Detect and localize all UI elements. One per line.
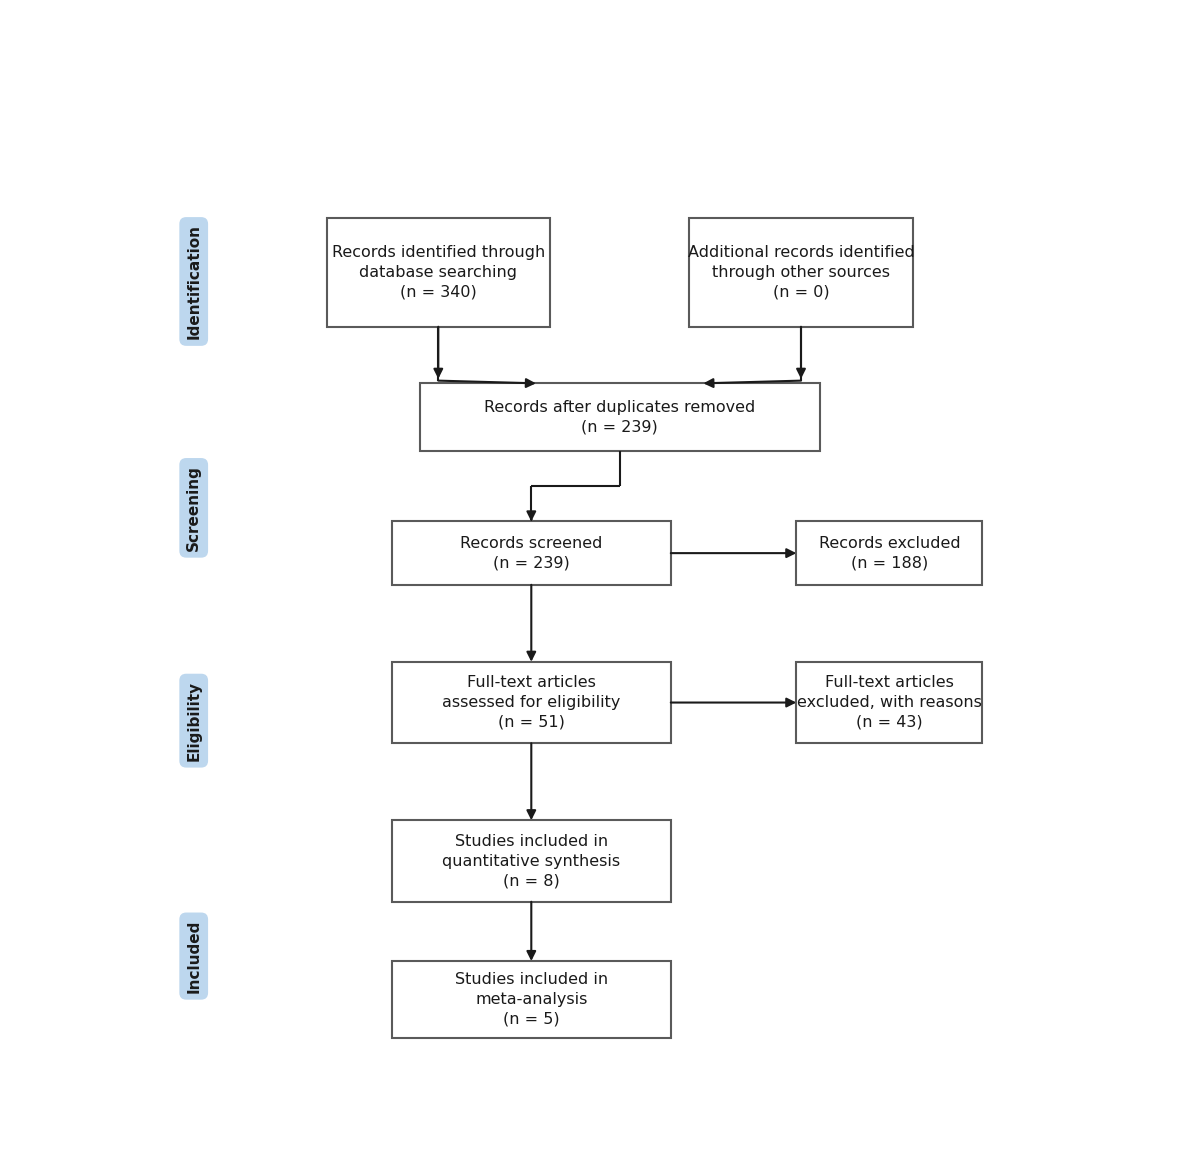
Text: Studies included in
quantitative synthesis
(n = 8): Studies included in quantitative synthes… [443,834,620,888]
Text: Records screened
(n = 239): Records screened (n = 239) [460,536,602,570]
FancyBboxPatch shape [391,662,671,743]
FancyBboxPatch shape [391,961,671,1038]
Text: Records identified through
database searching
(n = 340): Records identified through database sear… [331,245,545,300]
FancyBboxPatch shape [391,821,671,902]
Text: Eligibility: Eligibility [186,681,202,761]
Text: Records after duplicates removed
(n = 239): Records after duplicates removed (n = 23… [484,400,755,435]
Text: Full-text articles
assessed for eligibility
(n = 51): Full-text articles assessed for eligibil… [442,675,620,730]
FancyBboxPatch shape [689,218,912,327]
Text: Records excluded
(n = 188): Records excluded (n = 188) [818,536,960,570]
FancyBboxPatch shape [391,521,671,584]
FancyBboxPatch shape [420,383,820,452]
Text: Studies included in
meta-analysis
(n = 5): Studies included in meta-analysis (n = 5… [455,973,608,1027]
FancyBboxPatch shape [797,521,983,584]
Text: Identification: Identification [186,223,202,339]
FancyBboxPatch shape [797,662,983,743]
Text: Included: Included [186,920,202,993]
Text: Full-text articles
excluded, with reasons
(n = 43): Full-text articles excluded, with reason… [797,675,982,730]
Text: Screening: Screening [186,465,202,550]
Text: Additional records identified
through other sources
(n = 0): Additional records identified through ot… [688,245,914,300]
FancyBboxPatch shape [326,218,550,327]
